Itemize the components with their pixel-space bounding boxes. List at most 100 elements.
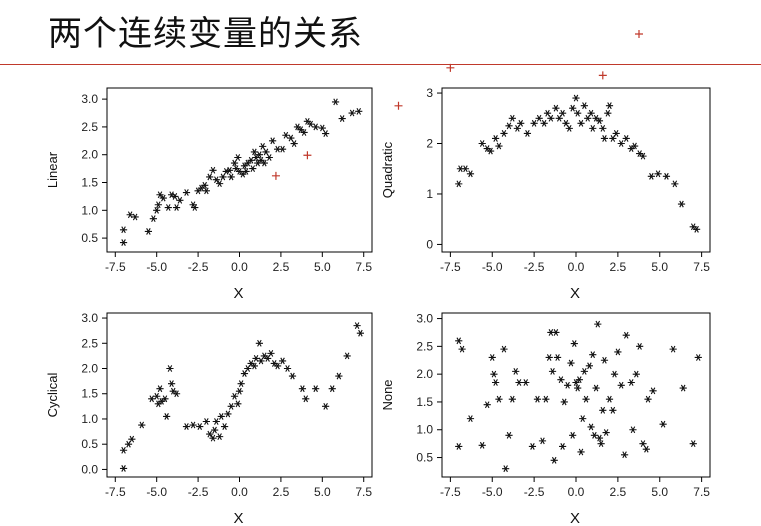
data-point <box>577 119 585 127</box>
data-point <box>242 167 250 175</box>
data-point <box>597 440 605 448</box>
data-point <box>659 420 667 428</box>
data-point <box>259 142 267 150</box>
data-point <box>318 124 326 132</box>
data-point <box>629 426 637 434</box>
outlier-point <box>271 171 280 180</box>
data-point <box>622 331 630 339</box>
data-point <box>579 415 587 423</box>
y-tick-label: 0.0 <box>81 462 98 476</box>
outlier-point <box>394 101 403 110</box>
data-point <box>610 370 619 378</box>
data-point <box>505 122 513 130</box>
x-tick-label: 2.5 <box>610 485 627 499</box>
data-point <box>553 354 562 361</box>
data-point <box>156 191 164 199</box>
data-point <box>149 215 157 223</box>
data-point <box>278 357 287 365</box>
data-point <box>235 387 244 395</box>
data-point <box>605 395 614 403</box>
data-point <box>644 395 652 403</box>
data-point <box>156 385 164 393</box>
x-tick-label: 7.5 <box>355 260 372 274</box>
y-tick-label: 1.0 <box>81 203 98 217</box>
y-tick-label: 2.0 <box>81 148 98 162</box>
x-tick-label: 5.0 <box>651 485 668 499</box>
data-point <box>500 345 508 353</box>
data-point <box>269 137 277 145</box>
data-point <box>148 395 156 403</box>
plot-frame <box>106 87 373 253</box>
y-axis-title: None <box>380 379 395 410</box>
plot-frame <box>441 312 711 478</box>
x-tick-label: -5.0 <box>482 485 503 499</box>
data-point <box>572 379 580 386</box>
data-point <box>594 320 602 328</box>
data-point <box>249 165 257 173</box>
data-point <box>508 114 516 122</box>
data-point <box>230 392 239 400</box>
data-point <box>182 189 191 196</box>
data-point <box>322 402 330 410</box>
data-point <box>128 435 136 443</box>
data-point <box>161 395 169 403</box>
data-point <box>589 124 597 132</box>
data-point <box>131 213 139 221</box>
data-point <box>353 322 361 330</box>
data-point <box>639 440 647 448</box>
data-point <box>562 119 570 127</box>
data-point <box>244 365 252 372</box>
data-point <box>535 114 543 122</box>
data-point <box>287 134 295 142</box>
data-point <box>189 421 197 429</box>
data-point <box>209 166 217 174</box>
x-tick-label: 0.0 <box>568 485 585 499</box>
data-point <box>614 348 622 356</box>
data-point <box>495 142 503 150</box>
data-point <box>580 367 588 375</box>
data-point <box>252 154 260 161</box>
data-point <box>265 154 273 161</box>
y-tick-label: 1.5 <box>81 387 98 401</box>
y-tick-label: 1.0 <box>81 412 98 426</box>
data-point <box>119 446 128 454</box>
y-axis-title: Linear <box>45 151 60 188</box>
x-tick-label: 5.0 <box>314 485 331 499</box>
data-point <box>478 140 486 147</box>
data-point <box>513 124 521 132</box>
x-tick-label: -7.5 <box>105 485 126 499</box>
y-axis-title: Cyclical <box>45 373 60 418</box>
data-point <box>206 430 214 438</box>
data-point <box>604 109 612 117</box>
slide-title: 两个连续变量的关系 <box>48 14 363 54</box>
data-point <box>631 142 639 150</box>
data-point <box>172 204 181 211</box>
data-point <box>211 426 219 434</box>
data-point <box>166 365 174 372</box>
data-point <box>569 431 577 439</box>
x-tick-label: -5.0 <box>146 485 167 499</box>
x-axis-title: X <box>233 285 243 302</box>
data-point <box>622 135 630 142</box>
data-point <box>584 114 592 122</box>
y-tick-label: 2.5 <box>81 120 98 134</box>
x-axis-title: X <box>570 285 580 302</box>
data-point <box>574 384 582 392</box>
data-point <box>486 147 495 155</box>
data-point <box>555 114 563 122</box>
data-point <box>609 406 617 414</box>
y-tick-label: 2.5 <box>81 336 98 350</box>
data-point <box>478 441 486 449</box>
data-point <box>283 365 292 372</box>
data-point <box>505 431 513 439</box>
data-point <box>627 379 635 386</box>
data-point <box>543 109 552 117</box>
data-point <box>694 354 702 361</box>
data-point <box>167 380 176 388</box>
x-tick-label: -7.5 <box>440 485 461 499</box>
data-point <box>163 413 171 420</box>
data-point <box>636 342 644 350</box>
data-point <box>500 130 508 137</box>
data-point <box>138 421 146 429</box>
data-point <box>502 465 510 473</box>
